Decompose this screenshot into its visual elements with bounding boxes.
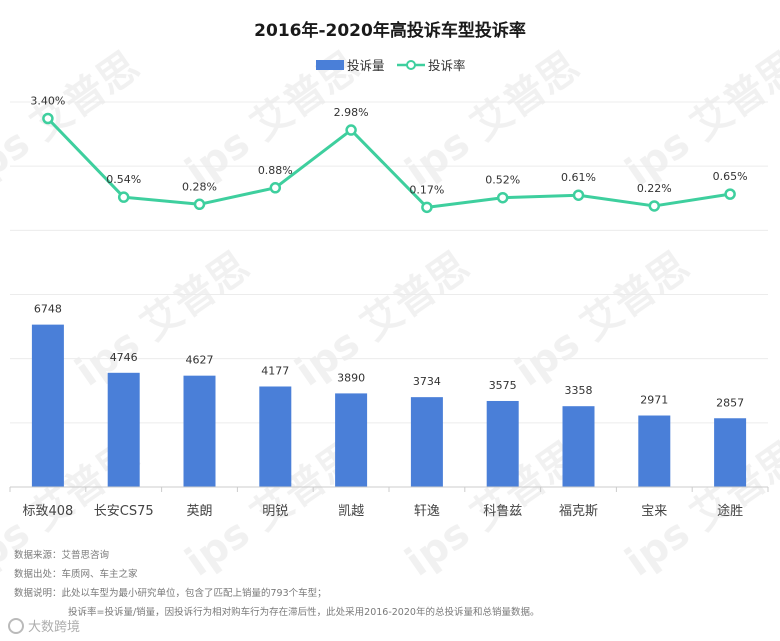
rate-point-6[interactable] <box>421 201 433 214</box>
watermark-text: ips 艾普思 <box>617 43 780 195</box>
bar-8[interactable] <box>562 406 595 487</box>
bar-value-label: 3575 <box>489 379 517 392</box>
bar-value-label: 3890 <box>337 371 365 384</box>
legend-marker-line <box>406 60 416 70</box>
x-tick-label: 长安CS75 <box>94 504 154 519</box>
x-tick-label: 福克斯 <box>559 504 598 519</box>
rate-point-9[interactable] <box>648 200 661 212</box>
brand-logo: 大数跨境 <box>8 616 80 635</box>
x-tick-label: 凯越 <box>338 504 364 519</box>
x-tick-label: 明锐 <box>262 504 288 519</box>
rate-value-label: 0.17% <box>409 183 444 196</box>
bar-4[interactable] <box>259 386 292 487</box>
rate-value-label: 0.88% <box>258 164 293 177</box>
legend-label-line: 投诉率 <box>428 58 466 73</box>
legend[interactable]: 投诉量 投诉率 <box>316 58 466 73</box>
rate-line <box>46 117 731 209</box>
rate-value-label: 0.52% <box>485 174 520 187</box>
bar-10[interactable] <box>714 418 747 487</box>
bar-6[interactable] <box>410 397 443 487</box>
rate-point-3[interactable] <box>193 198 206 211</box>
bar-9[interactable] <box>638 415 671 487</box>
rate-value-label: 0.61% <box>561 171 596 184</box>
bar-value-label: 3358 <box>565 384 593 397</box>
bar-value-label: 3734 <box>413 375 441 388</box>
note-origin: 数据出处：车质网、车主之家 <box>14 569 138 580</box>
x-tick-label: 轩逸 <box>414 504 440 519</box>
bar-value-label: 2857 <box>716 396 744 409</box>
rate-value-label: 0.22% <box>637 182 672 195</box>
x-axis: 标致408 长安CS75 英朗 明锐 凯越 轩逸 科鲁兹 福克斯 宝来 途胜 <box>9 486 769 519</box>
bar-value-label: 2971 <box>640 394 668 407</box>
brand-text: 大数跨境 <box>28 620 81 635</box>
note-source: 数据来源：艾普思咨询 <box>14 550 110 561</box>
notes: 数据来源：艾普思咨询 数据出处：车质网、车主之家 数据说明：此处以车型为最小研究… <box>14 546 714 622</box>
rate-point-8[interactable] <box>572 189 585 201</box>
legend-swatch-bar <box>316 60 344 70</box>
rate-point-4[interactable] <box>269 182 282 194</box>
rate-point-2[interactable] <box>117 191 130 203</box>
rate-value-label: 0.28% <box>182 180 217 193</box>
bar-1[interactable] <box>31 324 64 487</box>
rate-value-label: 2.98% <box>334 106 369 119</box>
bar-series: 6748 4746 4627 4177 3890 3734 3575 3358 2971 2857 <box>31 303 747 487</box>
x-tick-label: 科鲁兹 <box>483 504 522 519</box>
rate-point-7[interactable] <box>496 191 509 204</box>
x-tick-label: 英朗 <box>186 504 212 519</box>
rate-point-5[interactable] <box>345 124 357 136</box>
bar-3[interactable] <box>183 375 216 487</box>
x-tick-label: 途胜 <box>717 503 743 519</box>
watermark-text: ips 艾普思 <box>287 243 477 395</box>
chart-title: 2016年-2020年高投诉车型投诉率 <box>254 20 526 41</box>
bar-value-label: 4177 <box>261 364 289 377</box>
x-tick-label: 宝来 <box>641 504 667 519</box>
legend-label-bar: 投诉量 <box>347 58 385 73</box>
rate-point-1[interactable] <box>42 112 54 125</box>
line-series: 3.40% 0.54% 0.28% 0.88% 2.98% 0.17% 0.52% 0.61%… <box>30 95 748 214</box>
watermark-text: ips 艾普思 <box>67 243 257 395</box>
brand-icon <box>8 617 24 634</box>
note-desc2: 投诉率=投诉量/销量，因投诉行为相对购车行为存在滞后性，此处采用2016-202… <box>68 607 540 618</box>
bar-5[interactable] <box>335 393 368 487</box>
bar-2[interactable] <box>107 372 140 487</box>
bar-7[interactable] <box>486 400 519 487</box>
watermark-text: ips 艾普思 <box>507 243 697 395</box>
bar-value-label: 4746 <box>110 351 138 364</box>
rate-point-10[interactable] <box>724 188 736 200</box>
x-tick-label: 标致408 <box>22 504 73 519</box>
bar-value-label: 4627 <box>186 354 214 367</box>
rate-value-label: 3.40% <box>30 95 65 108</box>
note-desc1: 数据说明：此处以车型为最小研究单位，包含了匹配上销量的793个车型； <box>14 588 327 599</box>
rate-value-label: 0.54% <box>106 173 141 186</box>
rate-value-label: 0.65% <box>713 170 748 183</box>
bar-value-label: 6748 <box>34 303 62 316</box>
